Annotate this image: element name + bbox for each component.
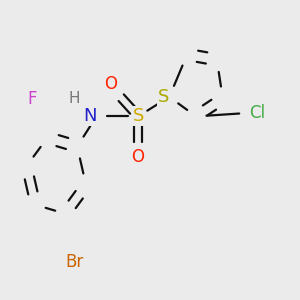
Text: Cl: Cl: [250, 104, 266, 122]
Text: F: F: [28, 90, 37, 108]
Text: Br: Br: [65, 253, 83, 271]
Text: H: H: [69, 91, 80, 106]
Text: O: O: [132, 148, 145, 166]
Text: S: S: [132, 107, 144, 125]
Text: N: N: [83, 107, 97, 125]
Text: O: O: [104, 75, 117, 93]
Text: S: S: [158, 88, 169, 106]
